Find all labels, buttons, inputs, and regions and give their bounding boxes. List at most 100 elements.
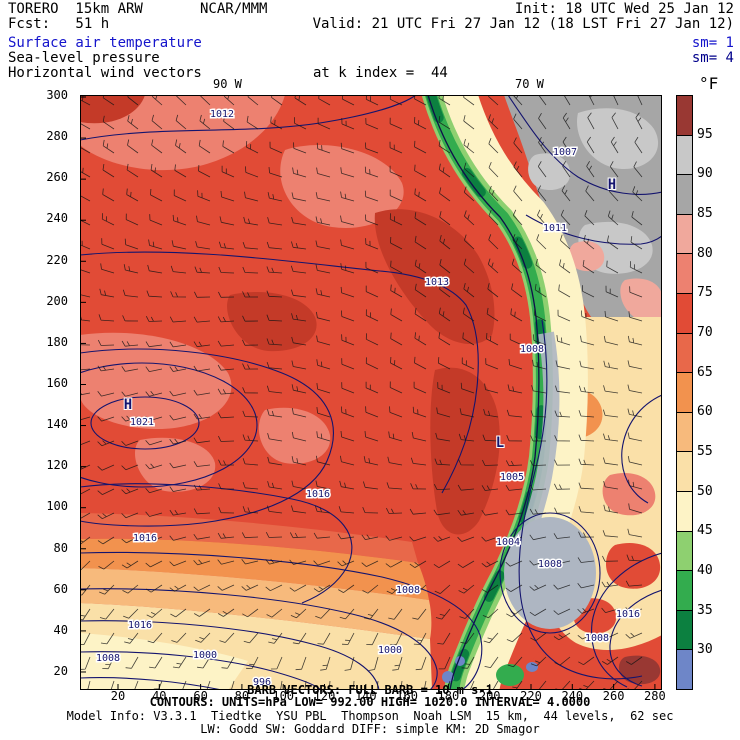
bottom-axis-label: 280 — [644, 689, 666, 703]
temperature-region — [442, 671, 454, 683]
top-axis-label: 70 W — [515, 77, 544, 91]
colorbar-segment — [677, 333, 692, 374]
andes-strip — [426, 95, 547, 690]
colorbar-tick-label: 70 — [697, 325, 713, 340]
isobar — [80, 620, 380, 690]
colorbar-tick-label: 95 — [697, 126, 713, 142]
bottom-axis-label: 240 — [561, 689, 584, 703]
isobar — [80, 651, 322, 690]
isobar-label: 1008 — [585, 633, 609, 644]
isobar-label: 1008 — [396, 585, 420, 596]
isobar — [499, 512, 601, 634]
isobar-label: 1008 — [538, 559, 562, 570]
colorbar-segment — [677, 650, 692, 689]
isobar-label: 1005 — [500, 472, 524, 483]
left-axis-label: 300 — [46, 88, 68, 102]
map-plot: 1012 1007 1011 1013 1008 1021 1005 1016 1016 1004… — [80, 95, 662, 690]
pressure-center-h: H — [608, 177, 616, 193]
left-axis-label: 20 — [53, 663, 68, 678]
left-axis-label: 240 — [46, 211, 68, 226]
temperature-region — [134, 437, 216, 492]
isobar — [90, 396, 200, 450]
isobar-label: 1016 — [306, 489, 330, 500]
left-axis-label: 200 — [46, 293, 68, 308]
isobar-label: 1016 — [133, 533, 157, 544]
left-axis-label: 120 — [46, 458, 68, 473]
colorbar-tick-label: 35 — [697, 602, 713, 618]
left-axis-label: 180 — [46, 334, 68, 349]
k-index-label: at k index = 44 — [313, 65, 448, 81]
map-frame — [80, 95, 662, 690]
bottom-axis-label: 60 — [193, 689, 208, 703]
isobar — [80, 551, 483, 690]
colorbar-segment — [677, 452, 692, 492]
temperature-region — [80, 538, 429, 600]
coastline — [427, 95, 540, 690]
colorbar-segment — [677, 531, 692, 572]
isobar-label: 1013 — [425, 277, 449, 288]
pressure-center-l: L — [496, 435, 504, 451]
model-info-caption: Model Info: V3.3.1 Tiedtke YSU PBL Thomp… — [66, 709, 674, 723]
temperature-region — [258, 407, 331, 464]
colorbar-tick-label: 50 — [697, 483, 713, 499]
left-axis-label: 60 — [53, 581, 68, 596]
left-axis-label: 40 — [53, 622, 68, 637]
temperature-region — [280, 145, 404, 228]
bottom-axis-label: 260 — [602, 689, 625, 703]
isobar-label: 1007 — [553, 147, 577, 158]
temperature-region — [496, 664, 524, 686]
isobar-label: 1004 — [496, 537, 520, 548]
isobar — [525, 214, 662, 245]
isobar-label: 1016 — [128, 620, 152, 631]
isobar — [80, 588, 438, 690]
physics-caption: LW: Godd SW: Goddard DIFF: simple KM: 2D… — [200, 722, 540, 736]
left-axis-label: 140 — [46, 417, 68, 432]
left-axis-label: 160 — [46, 375, 68, 390]
temperature-region — [577, 108, 659, 169]
colorbar-tick-label: 80 — [697, 245, 713, 261]
left-axis-label: 260 — [46, 170, 68, 185]
left-axis-label: 280 — [46, 129, 68, 144]
bottom-axis-label: 220 — [520, 689, 542, 703]
temperature-region — [80, 95, 285, 171]
bottom-axis-label: 20 — [110, 689, 126, 703]
colorbar-segment — [677, 254, 692, 294]
bottom-axis-label: 100 — [272, 689, 295, 703]
colorbar-segment — [677, 293, 692, 334]
isobar-label: 1011 — [543, 223, 567, 234]
temperature-region — [620, 278, 662, 324]
colorbar-title: °F — [699, 74, 719, 93]
temperature-region — [227, 291, 317, 352]
field-pressure-label: Sea-level pressure — [8, 50, 160, 66]
colorbar-segment — [677, 610, 692, 651]
left-axis-label: 220 — [46, 252, 68, 267]
colorbar-segment — [677, 491, 692, 532]
isobar — [80, 348, 334, 527]
temperature-region — [374, 209, 495, 345]
cold-surge-blob — [504, 517, 596, 629]
andes-strip — [431, 95, 588, 690]
left-axis-label: 80 — [53, 540, 68, 555]
smoothing-slp: sm= 4 — [691, 50, 734, 66]
bottom-axis-label: 120 — [313, 689, 336, 703]
bottom-axis-label: 200 — [478, 689, 501, 703]
temperature-region — [80, 568, 432, 639]
colorbar-segment — [677, 214, 692, 255]
colorbar-tick-label: 65 — [697, 364, 713, 380]
isobar-label: 1016 — [616, 609, 640, 620]
bottom-axis-label: 80 — [234, 689, 250, 703]
valid-time: Valid: 21 UTC Fri 27 Jan 12 (18 LST Fri … — [312, 16, 734, 32]
colorbar-tick-label: 45 — [697, 523, 713, 539]
wind-barbs — [80, 95, 643, 690]
isobar — [609, 589, 662, 687]
barb-vectors-caption: BARB VECTORS: FULL BARB = 10 m s-1 — [247, 683, 493, 697]
bottom-axis-label: 40 — [152, 689, 167, 703]
colorbar-tick-label: 90 — [697, 166, 713, 182]
bottom-axis-label: 180 — [437, 689, 460, 703]
colorbar-segment — [677, 373, 692, 413]
colorbar-segment — [677, 96, 692, 136]
bottom-axis-label: 140 — [354, 689, 377, 703]
isobar — [80, 677, 223, 690]
temperature-region — [526, 662, 538, 672]
isobar — [507, 95, 662, 195]
